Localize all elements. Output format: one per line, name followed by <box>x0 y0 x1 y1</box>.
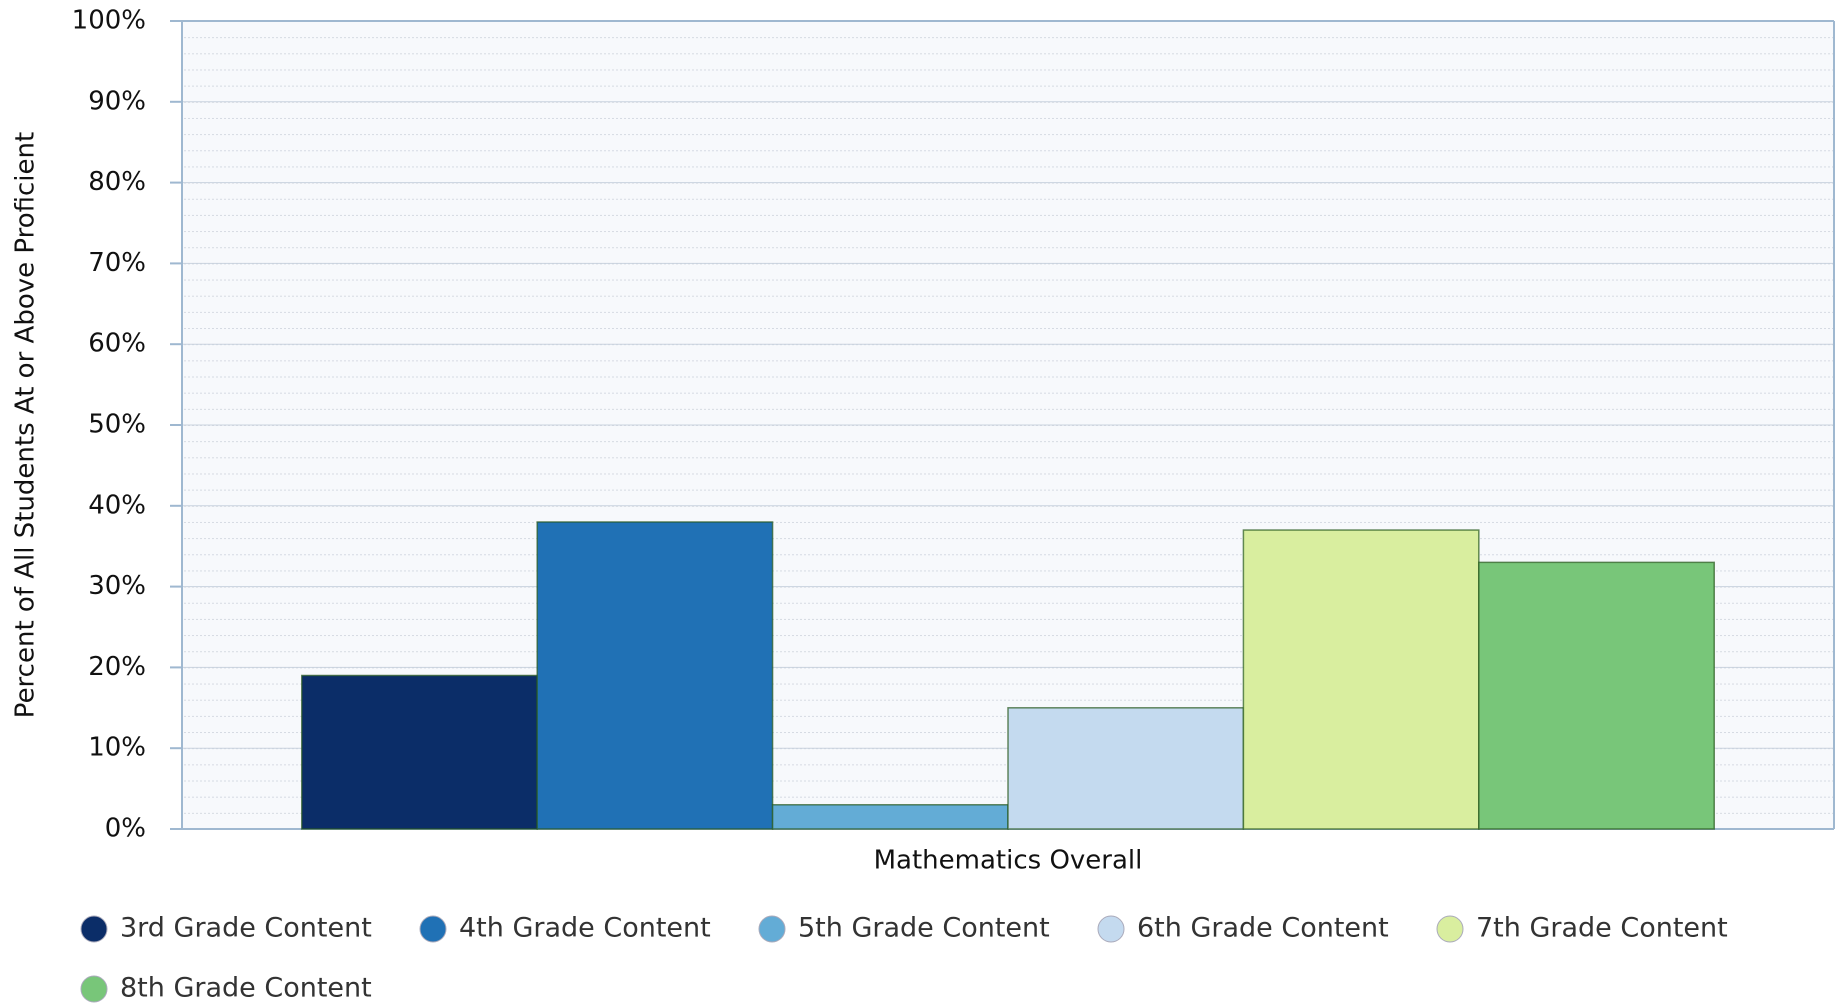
legend-label: 8th Grade Content <box>120 973 372 1004</box>
bar <box>1007 707 1245 830</box>
y-tick-label: 10% <box>88 733 146 763</box>
y-tick-label: 60% <box>88 329 146 359</box>
y-tick-label: 100% <box>72 6 146 36</box>
legend-marker <box>80 975 108 1003</box>
legend-marker <box>1097 915 1125 943</box>
legend-label: 3rd Grade Content <box>120 913 372 944</box>
legend-label: 5th Grade Content <box>798 913 1050 944</box>
bar <box>1478 561 1715 830</box>
bar <box>1242 529 1480 830</box>
bar <box>536 521 774 830</box>
y-tick-label: 30% <box>88 571 146 601</box>
legend-label: 4th Grade Content <box>459 913 711 944</box>
x-tick-label: Mathematics Overall <box>874 846 1143 876</box>
y-tick-label: 50% <box>88 410 146 440</box>
bar <box>301 674 538 830</box>
y-axis-label: Percent of All Students At or Above Prof… <box>11 132 41 718</box>
y-tick-label: 70% <box>88 248 146 278</box>
legend-marker <box>80 915 108 943</box>
legend-label: 6th Grade Content <box>1137 913 1389 944</box>
y-tick-label: 0% <box>105 814 146 844</box>
legend-marker <box>419 915 447 943</box>
y-tick-label: 40% <box>88 490 146 520</box>
y-tick-label: 80% <box>88 167 146 197</box>
y-tick-label: 90% <box>88 86 146 116</box>
bar <box>771 804 1009 830</box>
legend-marker <box>758 915 786 943</box>
y-tick-label: 20% <box>88 652 146 682</box>
legend-marker <box>1436 915 1464 943</box>
legend-label: 7th Grade Content <box>1476 913 1728 944</box>
